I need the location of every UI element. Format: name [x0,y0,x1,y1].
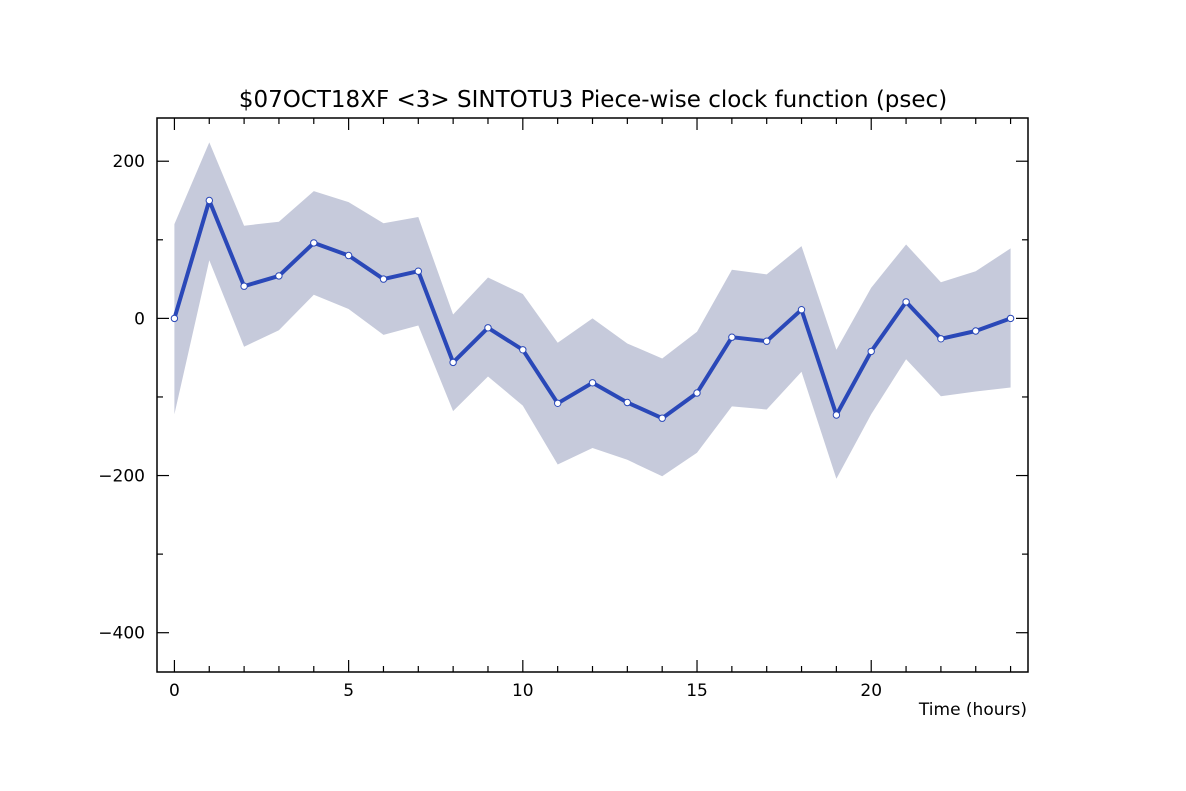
data-point [588,379,597,387]
data-point [937,335,945,343]
x-tick-label: 15 [686,681,708,701]
data-point [449,358,457,367]
data-point [205,196,214,205]
data-point [519,346,527,354]
data-point [972,327,980,335]
data-point [832,411,841,419]
data-point [623,398,631,407]
x-axis-label: Time (hours) [918,700,1027,720]
data-point [414,267,422,275]
data-point [728,333,736,341]
data-point [240,282,248,290]
x-tick-label: 20 [860,681,882,701]
data-point [310,239,318,247]
data-point [797,306,806,314]
data-point [344,251,353,260]
y-tick-label: −400 [98,624,145,644]
x-tick-label: 10 [512,681,534,701]
data-point [693,389,701,397]
y-tick-label: −200 [98,467,145,487]
y-tick-label: 0 [134,309,145,329]
chart-title: $07OCT18XF <3> SINTOTU3 Piece-wise clock… [239,87,947,113]
data-point [1006,314,1015,323]
uncertainty-band [174,142,1011,479]
y-tick-label: 200 [113,152,145,172]
data-point [658,414,666,422]
x-tick-label: 0 [169,681,180,701]
data-point [379,275,388,283]
data-point [763,337,771,345]
data-point [554,399,562,407]
data-point [867,347,875,356]
x-tick-label: 5 [343,681,354,701]
data-point [902,298,910,306]
data-point [170,314,179,323]
data-point [275,272,283,280]
data-point [484,324,492,332]
